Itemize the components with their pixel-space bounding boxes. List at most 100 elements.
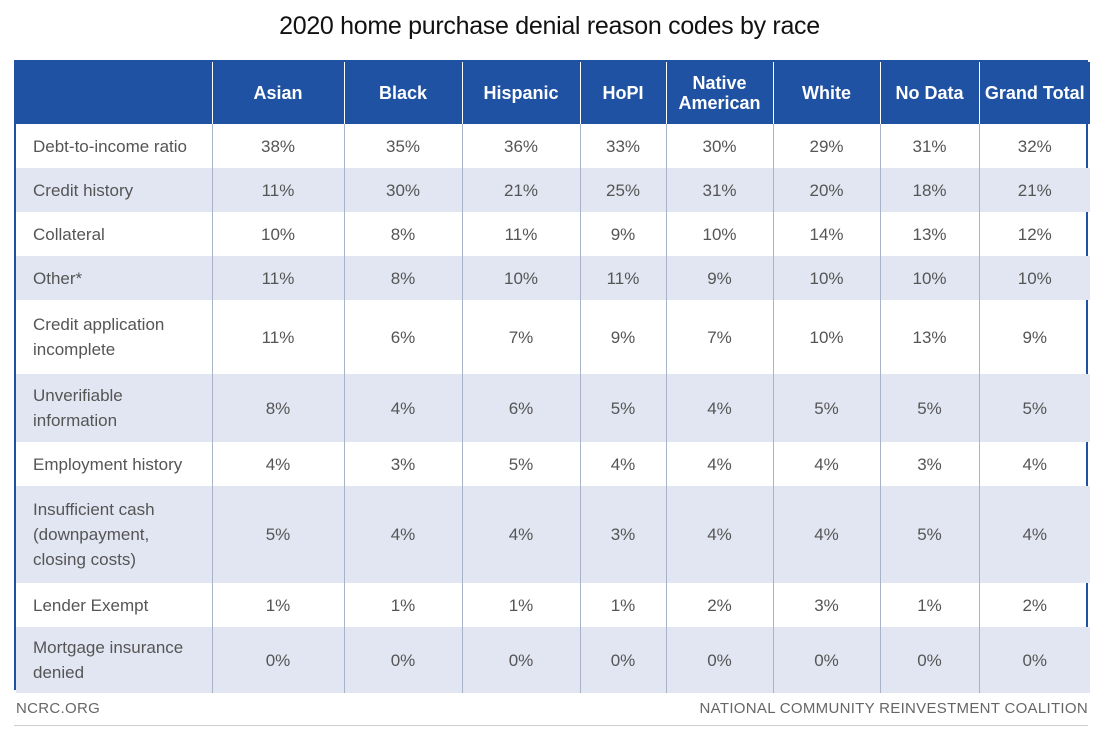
table-cell: 3%: [579, 486, 666, 583]
table-cell: 8%: [211, 374, 344, 442]
table-cell: 0%: [461, 627, 580, 693]
column-header: Hispanic: [461, 62, 580, 124]
table-cell: 25%: [579, 168, 666, 212]
table-cell: 5%: [879, 486, 979, 583]
table-row: Collateral 10% 8% 11% 9% 10% 14% 13% 12%: [16, 212, 1090, 256]
table-cell: 10%: [879, 256, 979, 300]
column-header: Black: [343, 62, 462, 124]
footer-organization: NATIONAL COMMUNITY REINVESTMENT COALITIO…: [699, 700, 1088, 717]
row-label: Collateral: [33, 224, 105, 244]
table-row: Credit history 11% 30% 21% 25% 31% 20% 18% 21%: [16, 168, 1090, 212]
table-cell: 4%: [211, 442, 344, 486]
table-cell: 10%: [772, 256, 880, 300]
table-row: Lender Exempt 1% 1% 1% 1% 2% 3% 1% 2%: [16, 583, 1090, 627]
table-cell: 11%: [211, 300, 344, 374]
table-cell: 9%: [579, 212, 666, 256]
table-cell: 0%: [772, 627, 880, 693]
table-cell: 5%: [879, 374, 979, 442]
row-label: Employment history: [33, 454, 183, 474]
table-cell: 6%: [343, 300, 462, 374]
table-cell: 11%: [461, 212, 580, 256]
table-cell: 29%: [772, 124, 880, 168]
table-cell: 10%: [461, 256, 580, 300]
table-cell: 0%: [978, 627, 1090, 693]
table-cell: 11%: [211, 168, 344, 212]
table-cell: 4%: [665, 442, 773, 486]
table-cell: 1%: [579, 583, 666, 627]
denial-reasons-table-container: Asian Black Hispanic HoPI Native American Whi…: [14, 60, 1090, 693]
table-cell: 9%: [978, 300, 1090, 374]
table-cell: 31%: [665, 168, 773, 212]
table-cell: 4%: [343, 486, 462, 583]
table-row: Mortgage insurance denied 0% 0% 0% 0% 0% 0% 0% 0…: [16, 627, 1090, 693]
column-header: No Data: [879, 62, 979, 124]
table-cell: 10%: [772, 300, 880, 374]
table-cell: 31%: [879, 124, 979, 168]
table-cell: 4%: [343, 374, 462, 442]
table-cell: 35%: [343, 124, 462, 168]
table-cell: 18%: [879, 168, 979, 212]
table-cell: 10%: [665, 212, 773, 256]
table-cell: 0%: [879, 627, 979, 693]
row-label: Lender Exempt: [33, 595, 149, 615]
table-cell: 1%: [461, 583, 580, 627]
table-cell: 33%: [579, 124, 666, 168]
table-row: Other* 11% 8% 10% 11% 9% 10% 10% 10%: [16, 256, 1090, 300]
table-cell: 5%: [772, 374, 880, 442]
table-cell: 5%: [978, 374, 1090, 442]
table-cell: 3%: [343, 442, 462, 486]
table-cell: 30%: [343, 168, 462, 212]
table-cell: 0%: [579, 627, 666, 693]
table-cell: 5%: [579, 374, 666, 442]
row-label: Insufficient cash (downpayment, closing …: [16, 486, 212, 583]
column-header: HoPI: [579, 62, 666, 124]
table-cell: 13%: [879, 300, 979, 374]
table-row: Employment history 4% 3% 5% 4% 4% 4% 3% 4%: [16, 442, 1090, 486]
table-cell: 21%: [461, 168, 580, 212]
table-cell: 4%: [461, 486, 580, 583]
column-header: Native American: [665, 62, 773, 124]
table-cell: 4%: [772, 442, 880, 486]
chart-title: 2020 home purchase denial reason codes b…: [279, 12, 820, 40]
row-label: Credit history: [16, 168, 212, 212]
table-cell: 3%: [772, 583, 880, 627]
table-cell: 0%: [343, 627, 462, 693]
row-label: Unverifiable information: [16, 374, 212, 442]
table-cell: 38%: [211, 124, 344, 168]
header-row: Asian Black Hispanic HoPI Native American Whi…: [16, 62, 1090, 124]
table-cell: 20%: [772, 168, 880, 212]
column-header: White: [772, 62, 880, 124]
table-cell: 4%: [579, 442, 666, 486]
table-cell: 13%: [879, 212, 979, 256]
table-cell: 2%: [978, 583, 1090, 627]
header-corner: [16, 62, 212, 124]
row-label: Mortgage insurance denied: [16, 627, 212, 693]
table-cell: 3%: [879, 442, 979, 486]
table-cell: 12%: [978, 212, 1090, 256]
table-cell: 4%: [665, 486, 773, 583]
table-cell: 8%: [343, 256, 462, 300]
table-cell: 1%: [343, 583, 462, 627]
table-cell: 1%: [211, 583, 344, 627]
table-cell: 30%: [665, 124, 773, 168]
table-cell: 21%: [978, 168, 1090, 212]
table-cell: 5%: [461, 442, 580, 486]
table-cell: 7%: [665, 300, 773, 374]
column-header: Grand Total: [978, 62, 1090, 124]
table-cell: 4%: [978, 442, 1090, 486]
table-cell: 9%: [579, 300, 666, 374]
table-cell: 10%: [978, 256, 1090, 300]
table-cell: 2%: [665, 583, 773, 627]
footer-divider: [14, 725, 1088, 726]
footer-source: NCRC.ORG: [16, 700, 101, 717]
table-cell: 4%: [772, 486, 880, 583]
table-row: Credit application incomplete 11% 6% 7% 9% 7%…: [16, 300, 1090, 374]
table-cell: 4%: [665, 374, 773, 442]
table-cell: 5%: [211, 486, 344, 583]
table-cell: 0%: [211, 627, 344, 693]
table-body: Debt-to-income ratio 38% 35% 36% 33% 30% 29% 31…: [16, 124, 1090, 693]
table-cell: 7%: [461, 300, 580, 374]
table-cell: 14%: [772, 212, 880, 256]
column-header: Asian: [211, 62, 344, 124]
table-cell: 6%: [461, 374, 580, 442]
